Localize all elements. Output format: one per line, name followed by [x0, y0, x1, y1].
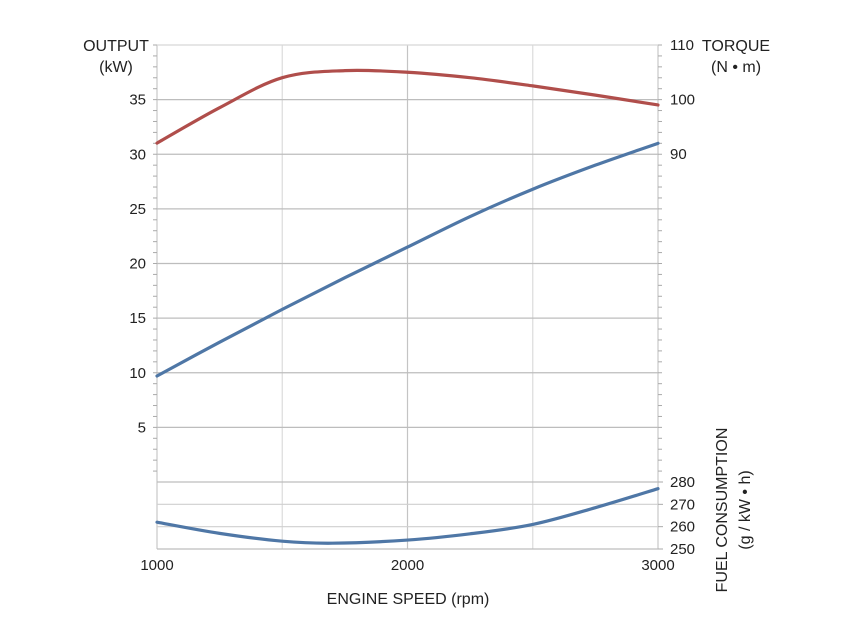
tick-labels: 5 10 15 20 25 30 35 90 100 110 250 260 270 280 1000 200… [129, 37, 695, 574]
x-tick-label: 1000 [140, 557, 173, 574]
fuel-tick-label: 270 [670, 496, 695, 513]
output-tick-label: 5 [138, 419, 146, 436]
output-tick-label: 20 [129, 256, 146, 273]
x-tick-label: 3000 [641, 557, 674, 574]
fuel-consumption-curve [155, 487, 660, 545]
series-curves [155, 68, 660, 545]
torque-tick-label: 100 [670, 92, 695, 109]
grid-lines [156, 44, 659, 550]
output-curve [155, 141, 660, 378]
fuel-tick-label: 250 [670, 541, 695, 558]
output-tick-label: 35 [129, 92, 146, 109]
fuel-axis-title-line1: FUEL CONSUMPTION [714, 428, 731, 593]
x-axis-title: ENGINE SPEED (rpm) [327, 591, 490, 608]
output-axis-title-line2: (kW) [99, 59, 133, 76]
output-axis-title-line1: OUTPUT [83, 38, 149, 55]
torque-curve [155, 68, 660, 145]
fuel-tick-label: 280 [670, 474, 695, 491]
output-tick-label: 25 [129, 201, 146, 218]
output-tick-label: 15 [129, 310, 146, 327]
torque-axis-title-line1: TORQUE [702, 38, 770, 55]
torque-axis-title-line2: (N • m) [711, 59, 761, 76]
torque-tick-label: 110 [670, 37, 694, 54]
x-tick-label: 2000 [391, 557, 424, 574]
axis-labels: OUTPUT (kW) TORQUE (N • m) FUEL CONSUMPT… [83, 38, 770, 608]
axis-tick-marks [153, 44, 663, 550]
output-tick-label: 30 [129, 146, 146, 163]
fuel-tick-label: 260 [670, 519, 695, 536]
fuel-axis-title-line2: (g / kW • h) [737, 470, 754, 549]
output-tick-label: 10 [129, 365, 146, 382]
torque-tick-label: 90 [670, 146, 687, 163]
